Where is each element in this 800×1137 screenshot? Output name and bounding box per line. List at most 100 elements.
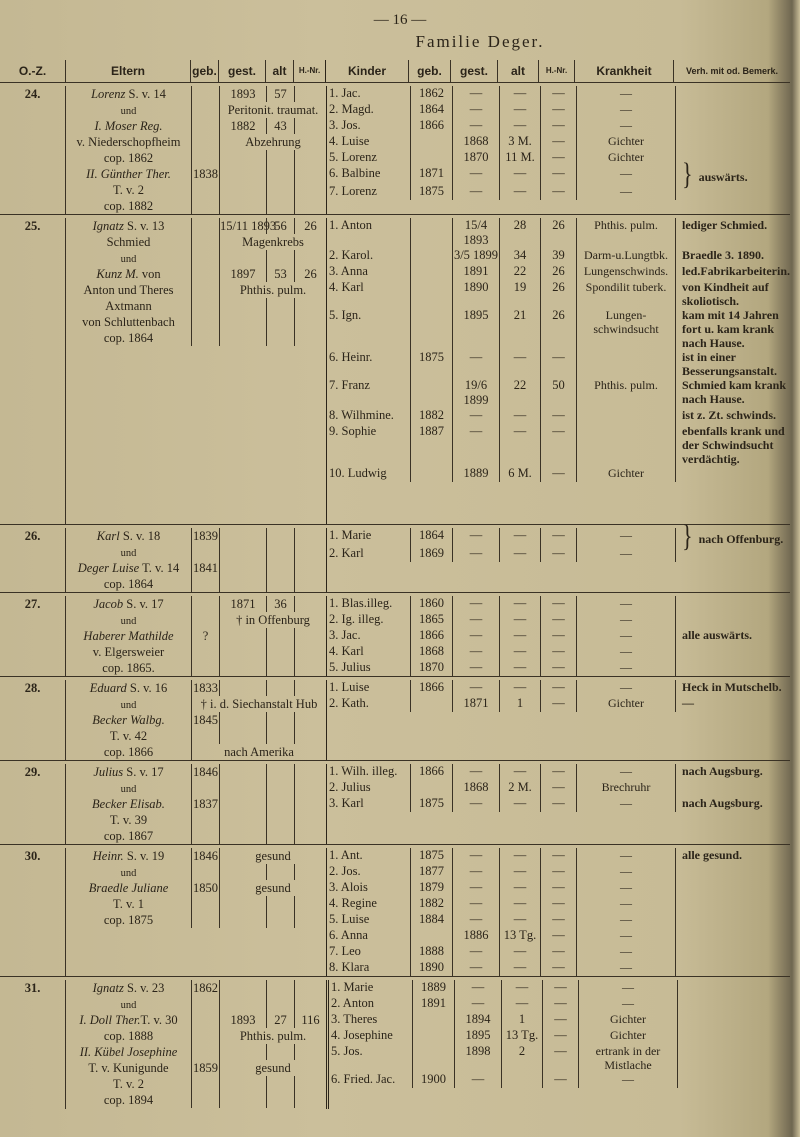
child-krankheit: Phthis. pulm.: [576, 378, 675, 408]
child-gest-text: —: [471, 1072, 485, 1086]
child-bemerkung-text: ist in einer Besserungsanstalt.: [682, 350, 778, 378]
parent-name: I. Moser Reg.: [94, 119, 163, 133]
child-bemerkung: lediger Schmied.: [675, 218, 792, 248]
child-hnr: —: [540, 184, 576, 200]
parent-geb-empty: [191, 282, 219, 298]
child-alt-text: —: [513, 660, 527, 674]
parent-gest-empty: [219, 780, 266, 796]
child-krankheit: [576, 350, 675, 378]
child-hnr: —: [540, 644, 576, 660]
child-geb: [410, 696, 452, 712]
child-krankheit-text: —: [622, 980, 634, 994]
parent-line: Ignatz S. v. 23: [66, 980, 191, 996]
parent-hnr-empty: [294, 250, 326, 266]
parent-info: S. v. 17: [123, 597, 164, 611]
parent-geb: 1833: [191, 680, 218, 696]
child-alt: —: [499, 184, 540, 200]
parent-alt-empty: [266, 980, 294, 996]
child-krankheit-text: —: [620, 628, 632, 642]
family-block: 24. Lorenz S. v. 14 1893 57 und Peritonit. tr…: [0, 82, 790, 214]
child-krankheit-text: —: [620, 880, 632, 894]
parent-gest-empty: [219, 764, 266, 780]
child-geb: [410, 928, 452, 944]
child-bemerkung-text: Braedle 3. 1890.: [682, 248, 764, 262]
parent-hnr-empty: [294, 764, 326, 780]
child-krankheit-text: Phthis. pulm.: [594, 218, 658, 232]
parent-hnr-empty: [294, 980, 326, 996]
child-hnr-text: —: [552, 864, 565, 878]
child-name: 2. Karl: [327, 546, 410, 562]
child-row: 7. Franz 19/6 1899 22 50 Phthis. pulm. Schmie…: [327, 378, 792, 408]
child-bemerkung: [675, 912, 792, 928]
child-geb: [410, 308, 452, 350]
child-gest: —: [452, 118, 499, 134]
child-row: 1. Anton 15/4 1893 28 26 Phthis. pulm. ledige…: [327, 218, 792, 248]
child-row: 1. Wilh. illeg. 1866 — — — — nach Augsburg.: [327, 764, 792, 780]
child-bemerkung-text: ebenfalls krank und der Schwindsucht ver…: [682, 424, 785, 466]
parent-geb-empty: [191, 134, 219, 150]
parent-info: T. v. 14: [139, 561, 180, 575]
child-alt: 6 M.: [499, 466, 540, 482]
family-block: 31. Ignatz S. v. 23 1862 und I. Doll Ther.T.…: [0, 976, 790, 1109]
child-hnr-text: 26: [552, 264, 565, 278]
child-gest: 1898: [454, 1044, 501, 1072]
child-bemerkung: } auswärts.: [675, 158, 792, 189]
parent-alt-empty: [266, 314, 294, 330]
child-krankheit: —: [576, 960, 675, 976]
child-hnr-text: —: [552, 424, 565, 438]
parent-geb: 1846: [191, 848, 218, 864]
child-krankheit: Gichter: [576, 696, 675, 712]
family-number: 29.: [24, 765, 41, 779]
parent-name: Haberer Mathilde: [83, 629, 174, 643]
child-name: 8. Wilhmine.: [327, 408, 410, 424]
child-geb-text: 1879: [419, 880, 444, 894]
parent-geb-empty: [191, 780, 219, 796]
child-krankheit-text: Gichter: [608, 696, 644, 710]
parent-info: und: [120, 700, 137, 711]
child-krankheit-text: —: [620, 596, 632, 610]
child-gest-text: 15/4 1893: [463, 218, 489, 247]
parent-hnr-empty: [294, 560, 326, 576]
family-table: O.-Z. Eltern geb. gest. alt H.-Nr. Kinde…: [0, 60, 790, 1109]
child-alt: —: [499, 960, 540, 976]
child-krankheit: Gichter: [578, 1028, 677, 1044]
parent-line: Julius S. v. 17: [66, 764, 191, 780]
child-krankheit-text: —: [620, 848, 632, 862]
child-alt: —: [499, 166, 540, 184]
child-gest: 15/4 1893: [452, 218, 499, 248]
child-geb-text: 1875: [419, 184, 444, 198]
parents-block: Lorenz S. v. 14 1893 57 und Peritonit. traum…: [65, 86, 326, 214]
parent-gest-empty: [219, 166, 266, 182]
child-name: 2. Karol.: [327, 248, 410, 264]
parent-alt-empty: [266, 680, 294, 696]
child-bemerkung: alle auswärts.: [675, 628, 792, 644]
child-gest: —: [452, 848, 499, 864]
child-bemerkung: [675, 864, 792, 880]
parent-alt-empty: [266, 996, 294, 1012]
parent-gest: 1893: [219, 1012, 266, 1028]
child-name-text: 4. Regine: [329, 896, 377, 910]
parent-hnr-empty: [294, 680, 326, 696]
parent-alt-empty: [266, 712, 294, 728]
child-krankheit: Gichter: [578, 1012, 677, 1028]
child-name-text: 1. Luise: [329, 680, 370, 694]
parent-line: II. Günther Ther.: [66, 166, 191, 182]
child-krankheit: Brechruhr: [576, 780, 675, 796]
child-bemerkung: [675, 612, 792, 628]
child-hnr-text: —: [552, 546, 565, 560]
child-gest: —: [452, 896, 499, 912]
child-gest-text: —: [469, 660, 483, 674]
parent-info: T. v. 39: [109, 813, 148, 827]
child-alt: —: [501, 996, 542, 1012]
child-krankheit-text: —: [620, 764, 632, 778]
child-geb: [410, 280, 452, 308]
parents-block: Ignatz S. v. 23 1862 und I. Doll Ther.T. v.…: [65, 980, 326, 1109]
parent-alt: 27: [266, 1012, 294, 1028]
child-alt: —: [499, 612, 540, 628]
child-hnr-text: —: [552, 848, 565, 862]
child-geb: [412, 1044, 454, 1072]
child-hnr: —: [540, 880, 576, 896]
child-geb-text: 1866: [419, 764, 444, 778]
parent-info: S. v. 19: [123, 849, 165, 863]
parent-line: und: [66, 864, 191, 880]
